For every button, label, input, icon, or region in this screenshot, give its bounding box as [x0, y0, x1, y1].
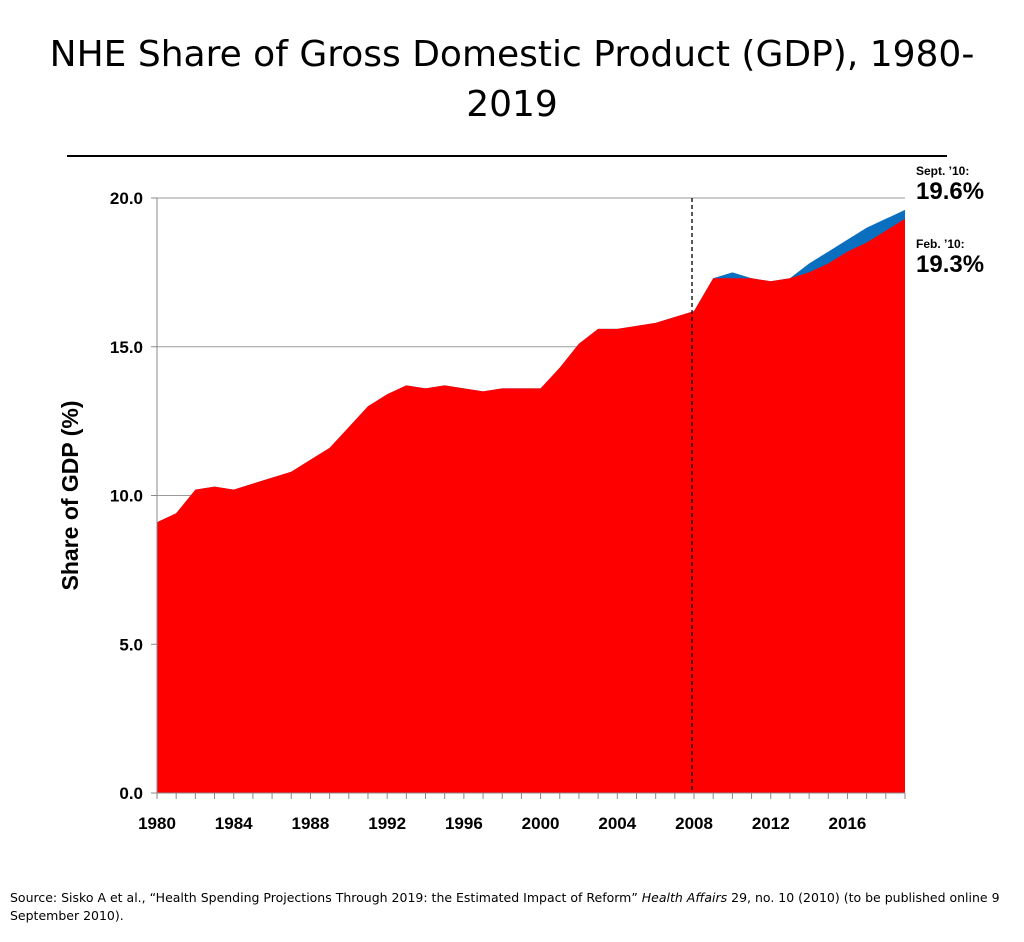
y-tick-label: 5.0: [119, 635, 143, 654]
x-tick-label: 1988: [292, 814, 330, 833]
x-tick-label: 1980: [138, 814, 176, 833]
sept-label: Sept. ’10:: [916, 164, 970, 178]
sept-annotation: Sept. ’10: 19.6%: [916, 164, 984, 206]
source-note: Source: Sisko A et al., “Health Spending…: [10, 889, 1014, 925]
page-title: NHE Share of Gross Domestic Product (GDP…: [49, 34, 975, 125]
y-tick-label: 0.0: [119, 784, 143, 803]
feb-value: 19.3%: [916, 251, 985, 278]
feb-annotation: Feb. ’10: 19.3%: [916, 237, 984, 279]
series-feb-area: [157, 218, 905, 794]
source-prefix: Source: Sisko A et al., “Health Spending…: [10, 890, 642, 905]
sept-value: 19.6%: [916, 178, 985, 205]
x-tick-label: 2012: [752, 814, 790, 833]
feb-label: Feb. ’10:: [916, 237, 965, 251]
source-suffix: 29, no. 10 (2010) (to be published onlin…: [10, 890, 1000, 923]
y-axis-title: Share of GDP (%): [57, 401, 83, 591]
title-divider: [67, 155, 947, 157]
x-tick-label: 2008: [675, 814, 713, 833]
source-journal: Health Affairs: [641, 890, 728, 905]
x-tick-label: 1984: [215, 814, 253, 833]
y-tick-label: 20.0: [110, 189, 143, 208]
x-tick-label: 2004: [598, 814, 636, 833]
y-tick-label: 10.0: [110, 487, 143, 506]
x-tick-label: 2000: [522, 814, 560, 833]
x-tick-label: 2016: [829, 814, 867, 833]
x-tick-label: 1996: [445, 814, 483, 833]
x-tick-label: 1992: [368, 814, 406, 833]
y-tick-label: 15.0: [110, 338, 143, 357]
